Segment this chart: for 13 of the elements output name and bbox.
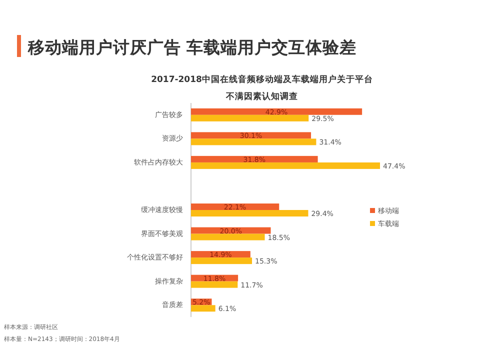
- bar: [191, 305, 216, 312]
- bar: [191, 234, 265, 240]
- bar: [191, 114, 309, 122]
- bar: [191, 108, 362, 115]
- bar: [191, 210, 308, 216]
- bar: [191, 138, 316, 146]
- bar: [191, 258, 252, 264]
- bar: [191, 156, 318, 162]
- chart-title: 移动端用户讨厌广告 车载端用户交互体验差: [27, 38, 357, 57]
- bar: [191, 132, 312, 139]
- bar: [191, 281, 238, 288]
- chart-subtitle: 2017-2018中国在线音频移动端及车载端用户关于平台不满因素认知调查: [151, 74, 373, 102]
- bar: [191, 162, 380, 169]
